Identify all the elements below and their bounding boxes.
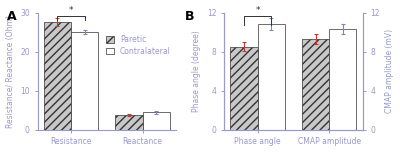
Text: *: *: [69, 6, 73, 15]
Y-axis label: CMAP amplitude (mV): CMAP amplitude (mV): [386, 29, 394, 113]
Bar: [71, 32, 98, 130]
Text: *: *: [255, 6, 260, 15]
Text: A: A: [7, 10, 17, 23]
Legend: Paretic, Contralateral: Paretic, Contralateral: [105, 34, 172, 57]
Bar: [44, 22, 71, 130]
Bar: [116, 115, 143, 130]
Bar: [258, 24, 285, 130]
Bar: [230, 47, 258, 130]
Bar: [143, 112, 170, 130]
Bar: [329, 29, 356, 130]
Y-axis label: Resistance/ Reactance (Ohm): Resistance/ Reactance (Ohm): [6, 15, 14, 128]
Text: B: B: [185, 10, 195, 23]
Y-axis label: Phase angle (degree): Phase angle (degree): [192, 30, 201, 112]
Bar: [302, 39, 329, 130]
